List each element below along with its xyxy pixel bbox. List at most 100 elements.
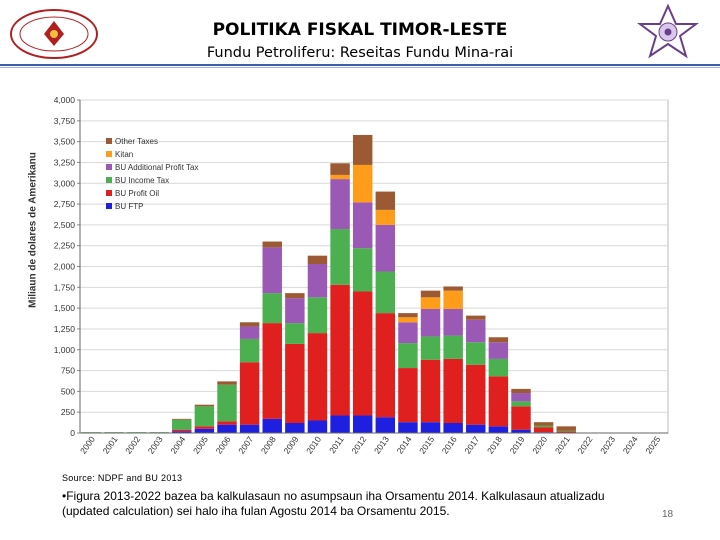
x-tick-label: 2015 [417,434,436,455]
bar-segment [375,271,396,314]
y-tick-label: 3,500 [54,137,76,147]
y-tick-label: 250 [61,407,75,417]
y-tick-label: 3,000 [54,178,76,188]
bar-segment [194,406,215,427]
footnote-text: •Figura 2013-2022 bazea ba kalkulasaun n… [62,489,605,518]
y-tick-label: 1,500 [54,303,76,313]
legend-swatch [106,138,112,144]
bar-segment [330,179,350,230]
y-tick-label: 750 [61,366,75,376]
bar-segment [262,323,282,419]
bar-segment [511,429,531,433]
bar-segment [420,359,441,423]
bar-segment [194,404,215,407]
bar-segment [466,315,486,320]
y-tick-label: 500 [61,386,75,396]
bar-segment [375,209,396,225]
source-note: Source: NDPF and BU 2013 [62,473,183,483]
bar-segment [239,338,260,363]
bar-segment [398,368,418,423]
bar-segment [533,425,554,428]
x-tick-label: 2009 [281,434,300,455]
x-tick-label: 2004 [168,434,187,455]
legend-swatch [106,164,112,170]
x-tick-label: 2011 [327,434,346,455]
bar-segment [285,293,305,299]
bar-segment [443,286,463,291]
y-tick-label: 2,000 [54,262,76,272]
bar-segment [488,426,509,433]
legend-label: Kitan [115,150,133,159]
bar-segment [511,393,531,402]
bar-segment [352,134,373,165]
page-number: 18 [662,509,674,520]
x-tick-label: 2018 [485,434,504,455]
bar-segment [307,333,328,421]
bar-segment [285,323,305,344]
bar-segment [488,376,509,427]
bar-segment [443,290,463,309]
bar-segment [307,264,328,298]
legend-label: BU Profit Oil [115,189,159,198]
x-tick-label: 2013 [372,434,391,455]
bar-segment [533,427,554,433]
bar-segment [375,313,396,418]
bar-segment [194,426,215,429]
bar-segment [172,429,192,432]
bar-segment [420,336,441,360]
bar-segment [239,362,260,425]
legend-label: Other Taxes [115,137,158,146]
stacked-bar-chart: 0 250 500 750 1,000 1,250 1,500 1,750 2,000 2,250… [54,95,669,456]
y-tick-label: 3,750 [54,116,76,126]
bar-segment [398,317,418,323]
bar-segment [285,298,305,324]
bar-segment [466,342,486,365]
bar-segment [398,322,418,344]
bar-segment [352,248,373,292]
bar-segment [172,431,192,433]
y-tick-label: 1,250 [54,324,76,334]
y-tick-label: 1,000 [54,345,76,355]
x-tick-label: 2020 [530,434,549,455]
header-divider [0,64,720,66]
bar-segment [466,364,486,425]
bar-segment [262,247,282,294]
emblem-logo-left [9,8,99,60]
bar-segment [330,415,350,433]
bar-segment [511,406,531,430]
bar-segment [443,358,463,424]
bar-segment [466,424,486,433]
bar-segment [194,428,215,433]
bar-segment [217,384,237,422]
x-tick-label: 2002 [123,434,142,455]
bar-segment [420,290,441,298]
bar-segment [398,313,418,318]
bar-segment [330,229,350,285]
x-tick-label: 2007 [236,434,255,455]
bar-segment [330,174,350,180]
header-divider-thin [0,67,720,68]
page-title: POLITIKA FISKAL TIMOR-LESTE [212,20,508,40]
x-tick-label: 2017 [462,434,481,455]
bar-segment [443,335,463,359]
bar-segment [239,424,260,433]
x-tick-label: 2023 [598,434,617,455]
x-tick-label: 2014 [395,434,414,455]
bar-segment [556,426,576,431]
bar-segment [307,297,328,334]
bar-segment [172,418,192,420]
x-tick-label: 2012 [349,434,368,455]
x-tick-label: 2003 [146,434,165,455]
bar-segment [217,421,237,425]
y-axis-label: Miliaun de dolares de Amerikanu [27,152,39,308]
legend-label: BU FTP [115,202,143,211]
bar-segment [285,343,305,424]
bar-segment [420,422,441,433]
page-subtitle: Fundu Petroliferu: Reseitas Fundu Mina-r… [206,45,514,61]
legend-swatch [106,190,112,196]
x-tick-label: 2024 [621,434,640,455]
bar-segment [488,337,509,343]
bar-segment [262,241,282,248]
bar-segment [488,342,509,359]
y-tick-label: 0 [70,428,75,438]
